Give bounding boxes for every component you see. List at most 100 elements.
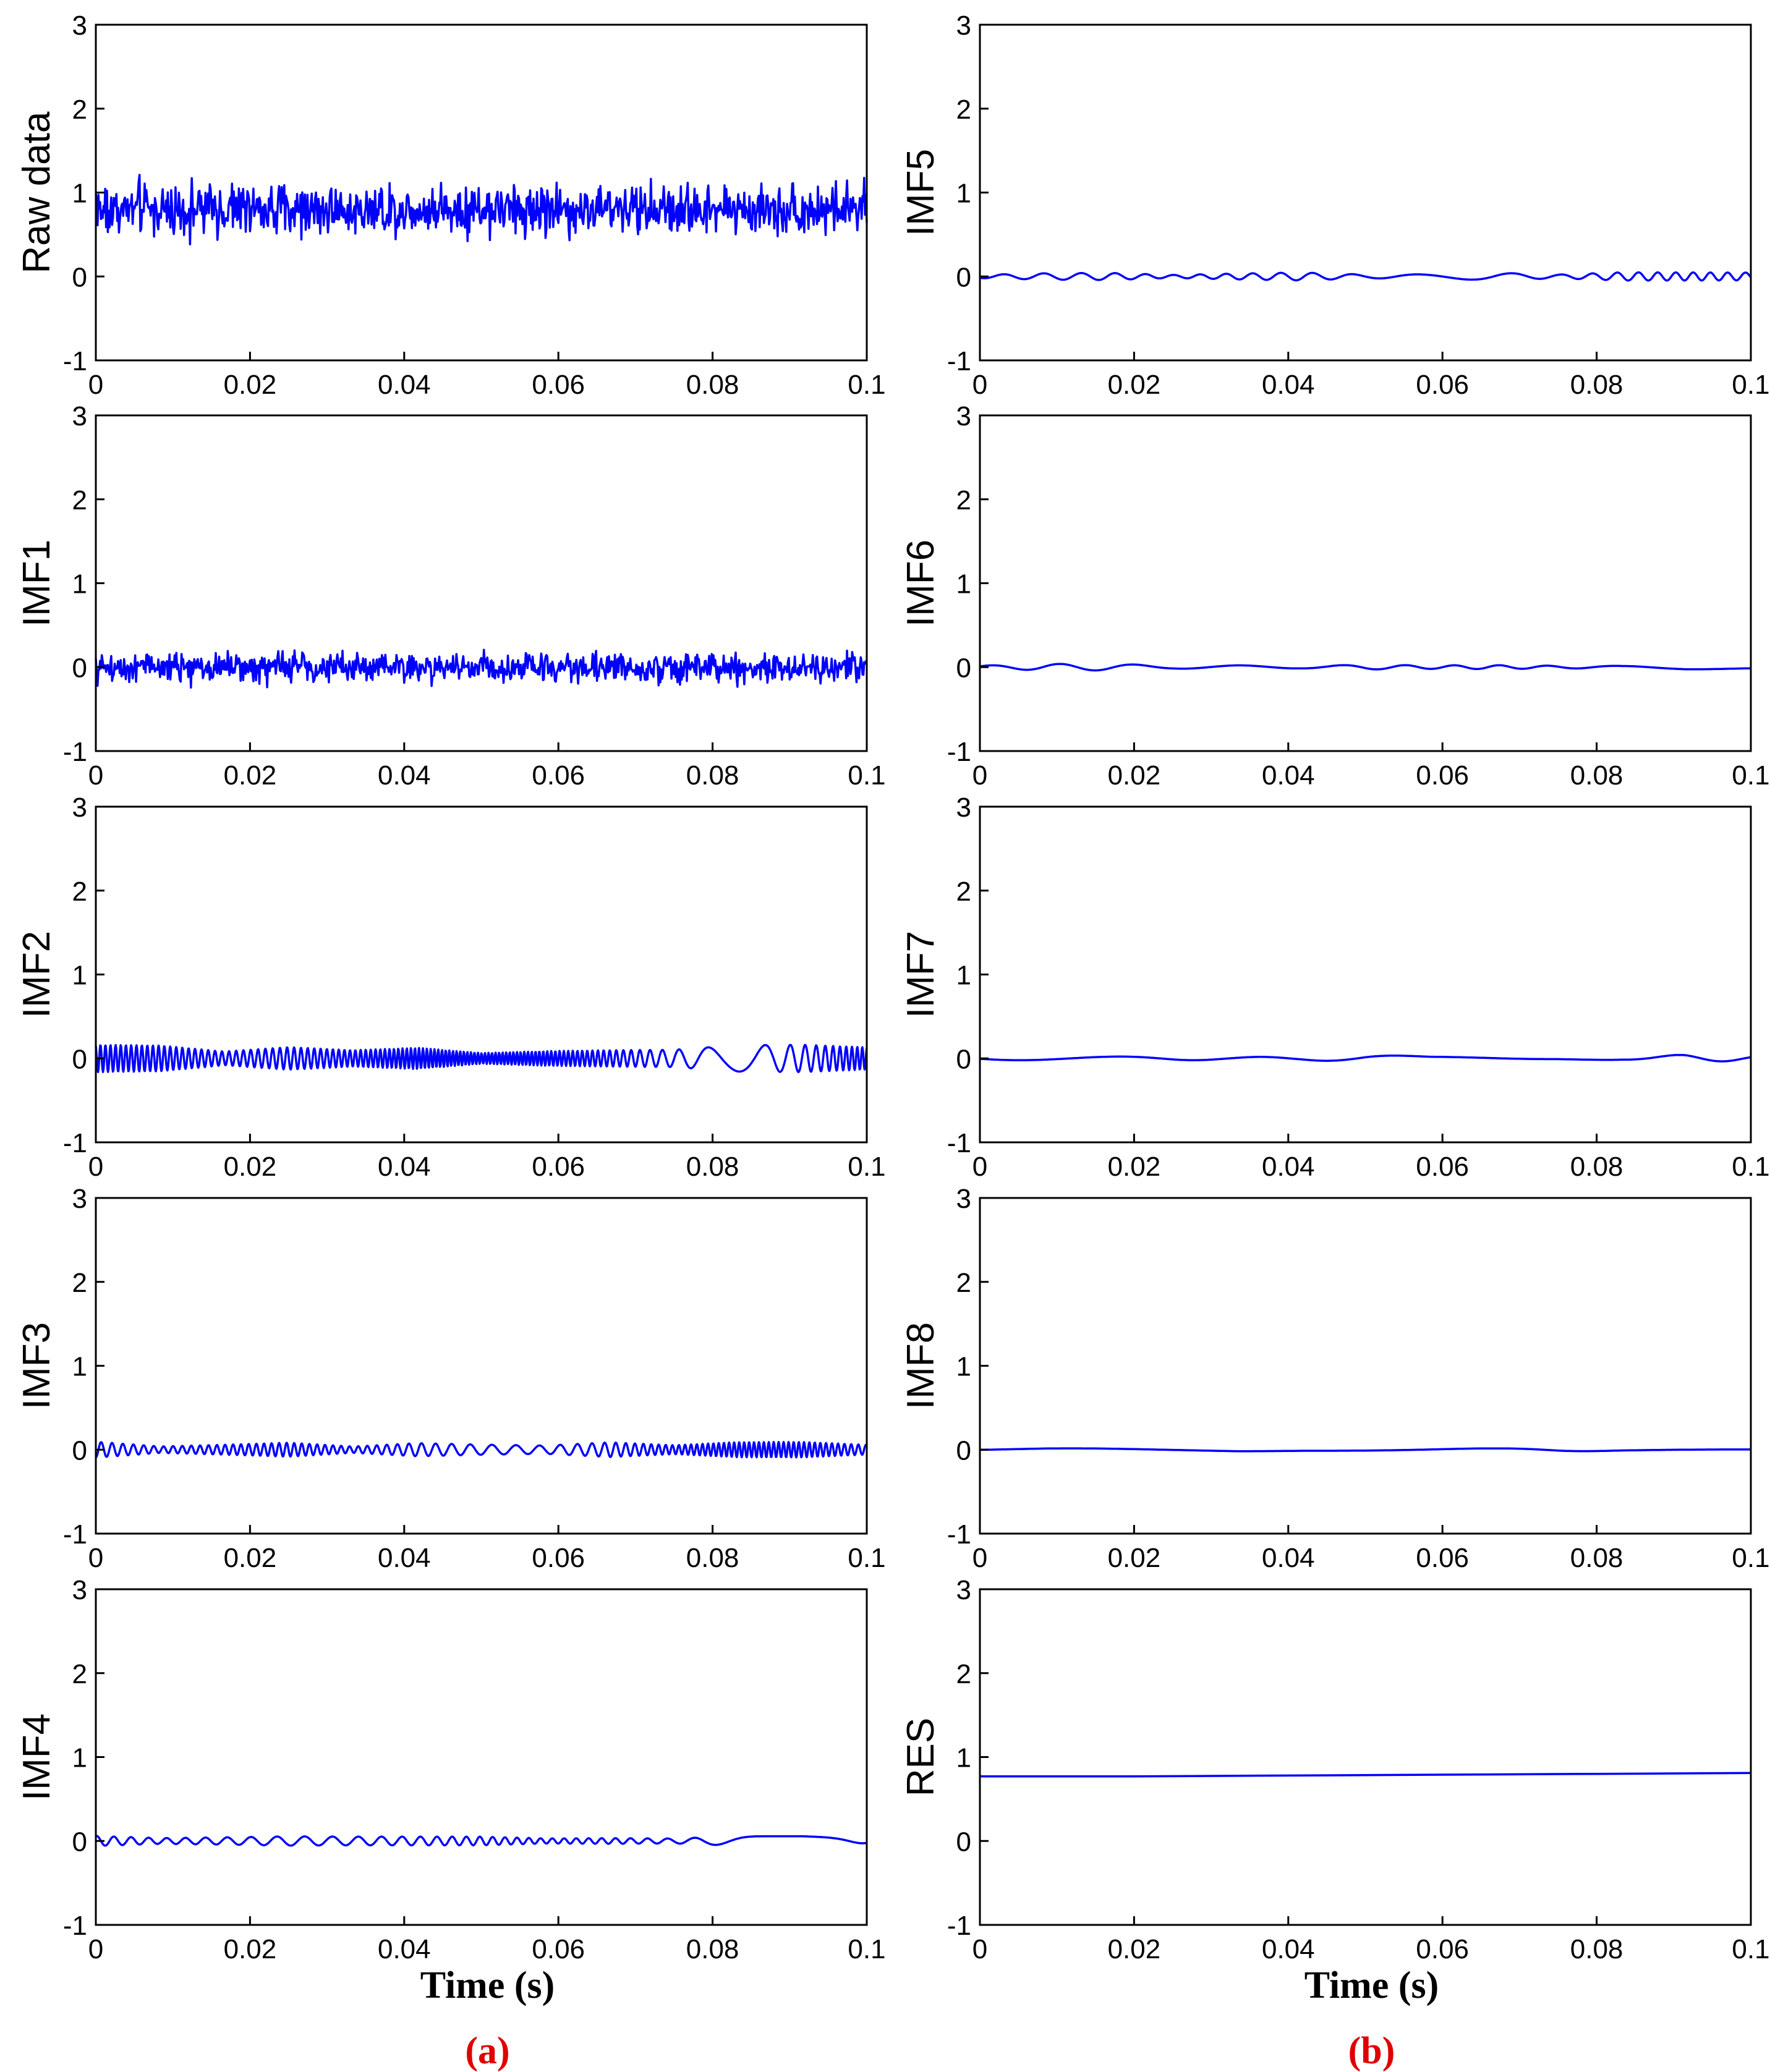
y-tick-label: 1 [956,1352,971,1382]
x-tick-label: 0 [88,1934,103,1964]
y-tick-label: 3 [72,11,87,41]
y-axis-label: Raw data [15,111,58,273]
x-tick-label: 0.06 [1416,1543,1469,1573]
x-axis-label: Time (s) [1304,1964,1439,2006]
y-tick-label: -1 [947,1128,971,1158]
y-tick-label: -1 [63,346,87,376]
y-tick-label: 2 [72,1659,87,1689]
panel-label: (b) [1348,2030,1395,2072]
x-tick-label: 0.06 [1416,1934,1469,1964]
y-tick-label: 0 [72,1435,87,1466]
x-tick-label: 0.02 [1108,1934,1161,1964]
x-tick-label: 0.1 [848,1934,885,1964]
y-tick-label: -1 [947,1519,971,1550]
x-tick-label: 0.08 [686,760,739,791]
x-tick-label: 0.06 [532,1934,585,1964]
y-tick-label: 2 [956,485,971,516]
plot-frame [979,1197,1752,1535]
y-axis-label: IMF6 [900,540,942,627]
y-tick-label: 3 [72,401,87,431]
plot-frame [95,414,868,752]
y-tick-label: 1 [72,1743,87,1773]
y-axis-label: RES [900,1718,942,1796]
y-tick-label: -1 [63,1519,87,1550]
x-tick-label: 0.1 [848,1152,885,1182]
x-tick-label: 0 [972,1152,987,1182]
plot-frame [979,805,1752,1144]
y-tick-label: 0 [956,1435,971,1466]
x-tick-label: 0.08 [1570,1934,1623,1964]
y-tick-label: 1 [956,1743,971,1773]
x-tick-label: 0.04 [378,1934,431,1964]
x-tick-label: 0.08 [686,1543,739,1573]
plot-frame [979,414,1752,752]
y-tick-label: 3 [956,401,971,431]
y-tick-label: 3 [956,1575,971,1605]
y-tick-label: 3 [956,11,971,41]
x-tick-label: 0.04 [378,1543,431,1573]
x-tick-label: 0.1 [848,760,885,791]
x-tick-label: 0.02 [224,1543,277,1573]
y-tick-label: 2 [72,485,87,516]
y-tick-label: 1 [956,961,971,991]
x-tick-label: 0 [88,760,103,791]
x-tick-label: 0 [88,1152,103,1182]
y-tick-label: 2 [72,95,87,125]
y-tick-label: 1 [956,569,971,600]
x-tick-label: 0.06 [1416,1152,1469,1182]
y-tick-label: 0 [956,1827,971,1857]
x-axis-label: Time (s) [420,1964,555,2006]
plot-frame [95,1588,868,1926]
y-tick-label: 2 [956,1659,971,1689]
x-tick-label: 0.08 [1570,760,1623,791]
plot-frame [95,1197,868,1535]
x-tick-label: 0.04 [1262,1152,1315,1182]
y-tick-label: -1 [63,1128,87,1158]
y-tick-label: 0 [956,1044,971,1074]
x-tick-label: 0 [88,1543,103,1573]
series-line [980,1772,1751,1778]
x-tick-label: 0.1 [848,370,885,400]
y-tick-label: 2 [72,877,87,907]
x-tick-label: 0.02 [1108,1152,1161,1182]
panel-label: (a) [465,2030,509,2072]
x-tick-label: 0.02 [224,760,277,791]
y-tick-label: 3 [956,1184,971,1214]
x-tick-label: 0 [972,760,987,791]
y-tick-label: -1 [947,737,971,767]
x-tick-label: 0 [972,370,987,400]
y-tick-label: 0 [72,653,87,683]
x-tick-label: 0.06 [532,760,585,791]
x-tick-label: 0 [972,1934,987,1964]
y-tick-label: 2 [72,1268,87,1298]
y-tick-label: -1 [63,737,87,767]
x-tick-label: 0.04 [1262,1543,1315,1573]
y-tick-label: 3 [956,792,971,823]
y-tick-label: 3 [72,1184,87,1214]
y-tick-label: 1 [956,179,971,209]
series-line [95,1043,868,1074]
series-line [95,1835,867,1847]
x-tick-label: 0.02 [1108,1543,1161,1573]
x-tick-label: 0.06 [1416,370,1469,400]
series-line [95,1441,868,1459]
x-tick-label: 0.1 [1732,1543,1769,1573]
x-tick-label: 0.06 [1416,760,1469,791]
y-tick-label: 1 [72,1352,87,1382]
x-tick-label: 0.1 [1732,1934,1769,1964]
x-tick-label: 0.02 [1108,760,1161,791]
y-tick-label: 0 [956,262,971,292]
x-tick-label: 0.04 [378,760,431,791]
plot-frame [95,805,868,1144]
y-axis-label: IMF5 [900,149,942,236]
x-tick-label: 0.04 [378,370,431,400]
x-tick-label: 0.06 [532,370,585,400]
y-tick-label: 0 [956,653,971,683]
x-tick-label: 0.02 [224,1152,277,1182]
y-tick-label: 0 [72,1044,87,1074]
y-axis-label: IMF8 [900,1322,942,1409]
